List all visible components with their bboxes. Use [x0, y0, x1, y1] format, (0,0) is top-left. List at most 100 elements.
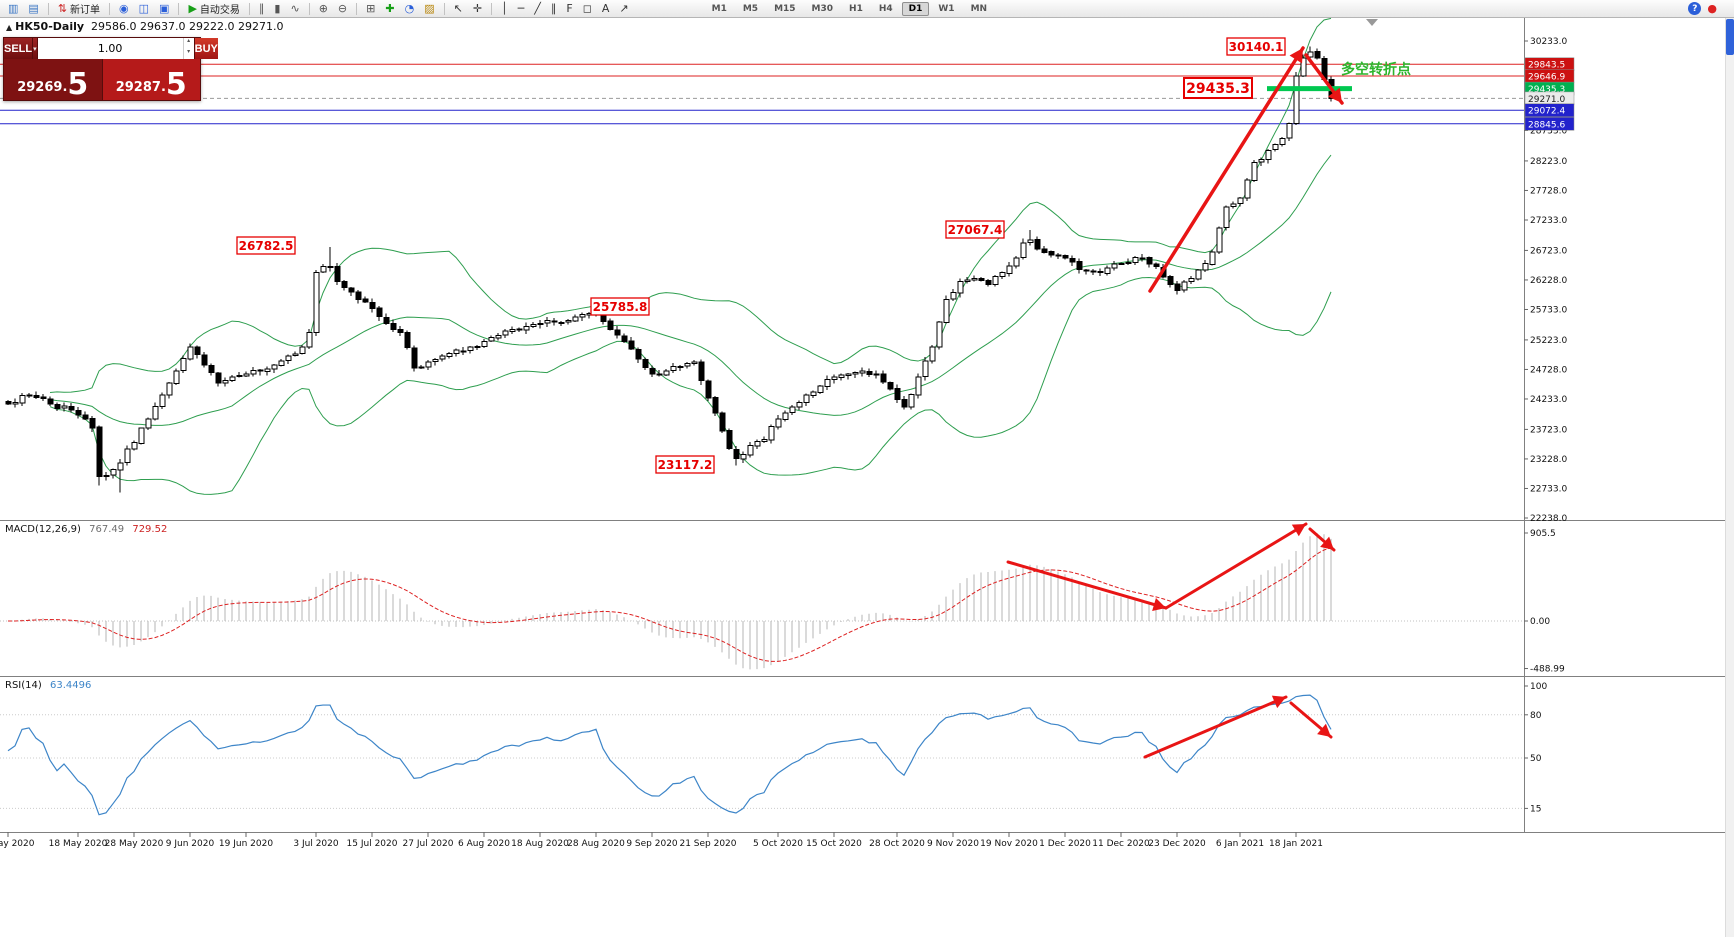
macd-main-value: 767.49 — [89, 524, 125, 535]
zoom-in-button[interactable]: ⊕ — [315, 1, 332, 16]
macd-indicator-label: MACD(12,26,9) 767.49 729.52 — [5, 524, 167, 535]
data-window-button[interactable]: ◫ — [135, 1, 153, 16]
buy-button[interactable]: BUY — [194, 38, 218, 59]
svg-text:100: 100 — [1530, 682, 1547, 692]
svg-text:18 Aug 2020: 18 Aug 2020 — [511, 839, 569, 849]
auto-trading-button[interactable]: ▶ 自动交易 — [184, 1, 243, 16]
bar-chart-mode-button[interactable]: ∥ — [255, 1, 269, 16]
svg-text:30233.0: 30233.0 — [1530, 37, 1567, 47]
svg-text:905.5: 905.5 — [1530, 529, 1556, 539]
record-icon[interactable]: ● — [1707, 2, 1717, 15]
fibonacci-tool-button[interactable]: F — [562, 1, 576, 16]
crosshair-tool-button[interactable]: ✛ — [469, 1, 486, 16]
volume-box: ▴ ▾ — [37, 37, 195, 59]
svg-text:80: 80 — [1530, 711, 1542, 721]
vertical-scrollbar[interactable] — [1725, 18, 1734, 937]
text-tool-button[interactable]: A — [598, 1, 614, 16]
arrows-tool-button[interactable]: ↗ — [615, 1, 632, 16]
svg-text:29072.4: 29072.4 — [1528, 107, 1565, 117]
svg-text:27 Jul 2020: 27 Jul 2020 — [403, 839, 454, 849]
auto-trading-label: 自动交易 — [199, 5, 240, 16]
order-type-dropdown[interactable]: ▾ — [33, 38, 38, 59]
timeframe-h1[interactable]: H1 — [849, 3, 863, 14]
timeframe-mn[interactable]: MN — [970, 3, 988, 14]
svg-text:27067.4: 27067.4 — [948, 223, 1003, 237]
candlesticks — [5, 46, 1335, 493]
svg-text:19 Jun 2020: 19 Jun 2020 — [219, 839, 273, 849]
timeframe-h4[interactable]: H4 — [878, 3, 893, 14]
channel-tool-button[interactable]: ∥ — [547, 1, 561, 16]
tile-windows-icon: ⊞ — [366, 2, 376, 15]
timeframe-w1[interactable]: W1 — [938, 3, 955, 14]
line-chart-mode-button[interactable]: ∿ — [286, 1, 303, 16]
candlestick-mode-button[interactable]: ▮ — [270, 1, 284, 16]
cursor-tool-button[interactable]: ↖ — [450, 1, 467, 16]
sell-price-display[interactable]: 29269. 5 — [4, 59, 103, 100]
trendline-tool-button[interactable]: ╱ — [530, 1, 545, 16]
svg-text:15 Oct 2020: 15 Oct 2020 — [806, 839, 862, 849]
vertical-scrollbar-thumb[interactable] — [1726, 19, 1734, 55]
volume-stepper[interactable]: ▴ ▾ — [182, 37, 194, 59]
bollinger-bands — [49, 18, 1332, 495]
chart-annotations: 30140.1 29435.3 27067.4 26782.5 25785.8 23117… — [236, 37, 1411, 759]
svg-text:30140.1: 30140.1 — [1229, 40, 1284, 54]
toolbar-separator — [248, 2, 250, 15]
timeframe-toolbar: M1 M5 M15 M30 H1 H4 D1 W1 MN — [704, 1, 995, 16]
horizontal-line-tool-button[interactable]: ─ — [514, 1, 529, 16]
svg-text:28 Oct 2020: 28 Oct 2020 — [869, 839, 925, 849]
svg-text:9 Sep 2020: 9 Sep 2020 — [626, 839, 678, 849]
timeframe-m30[interactable]: M30 — [811, 3, 834, 14]
shapes-tool-button[interactable]: ◻ — [579, 1, 596, 16]
sell-button[interactable]: SELL — [4, 38, 34, 59]
svg-text:25785.8: 25785.8 — [593, 300, 648, 314]
help-icon[interactable]: ? — [1688, 2, 1702, 15]
vertical-line-tool-icon: │ — [501, 2, 508, 15]
svg-text:0.00: 0.00 — [1530, 617, 1550, 627]
chart-profiles-button[interactable]: ▤ — [24, 1, 42, 16]
svg-text:28 May 2020: 28 May 2020 — [105, 839, 164, 849]
svg-text:18 May 2020: 18 May 2020 — [49, 839, 108, 849]
new-chart-button[interactable]: ▥ — [4, 1, 22, 16]
svg-text:5 Oct 2020: 5 Oct 2020 — [753, 839, 803, 849]
text-tool-icon: A — [601, 2, 610, 15]
svg-text:25733.0: 25733.0 — [1530, 305, 1567, 315]
new-chart-icon: ▥ — [8, 2, 19, 15]
toolbar-separator — [356, 2, 358, 15]
timeframe-m5[interactable]: M5 — [742, 3, 759, 14]
indicators-add-button[interactable]: ✚ — [381, 1, 398, 16]
svg-text:15 Jul 2020: 15 Jul 2020 — [347, 839, 398, 849]
timeframe-m15[interactable]: M15 — [774, 3, 796, 14]
svg-text:29646.9: 29646.9 — [1528, 72, 1565, 82]
main-toolbar: ▥ ▤ ⇅ 新订单 ◉ ◫ ▣ ▶ 自动交易 ∥ ▮ ∿ ⊕ ⊖ ⊞ ✚ ◔ ▨ ↖ ✛ │ ─ ╱ ∥ F ◻ A ↗ M1 M5 M15… — [0, 0, 1734, 18]
new-order-button[interactable]: ⇅ 新订单 — [54, 1, 104, 16]
periods-menu-button[interactable]: ◔ — [401, 1, 419, 16]
svg-text:多空转折点: 多空转折点 — [1341, 61, 1411, 78]
rsi-name: RSI(14) — [5, 680, 42, 691]
increment-icon: ▴ — [187, 37, 191, 44]
rsi-indicator-label: RSI(14) 63.4496 — [5, 680, 91, 691]
svg-text:29271.0: 29271.0 — [1528, 95, 1565, 105]
navigator-button[interactable]: ▣ — [155, 1, 173, 16]
market-watch-button[interactable]: ◉ — [115, 1, 133, 16]
macd-panel — [0, 533, 1524, 670]
toolbar-separator — [178, 2, 180, 15]
zoom-out-button[interactable]: ⊖ — [334, 1, 351, 16]
svg-text:26782.5: 26782.5 — [239, 239, 294, 253]
svg-text:4 May 2020: 4 May 2020 — [0, 839, 35, 849]
volume-input[interactable] — [37, 38, 183, 59]
buy-price-display[interactable]: 29287. 5 — [102, 59, 200, 100]
new-order-icon: ⇅ — [57, 2, 68, 15]
buy-price-main: 29287. — [115, 80, 166, 95]
sell-price-main: 29269. — [17, 80, 68, 95]
market-watch-icon: ◉ — [119, 2, 129, 15]
axes: 30233.0 28733.0 28223.0 27728.0 27233.0 26723… — [0, 18, 1734, 849]
svg-text:9 Nov 2020: 9 Nov 2020 — [927, 839, 979, 849]
tile-windows-button[interactable]: ⊞ — [362, 1, 379, 16]
timeframe-d1[interactable]: D1 — [901, 1, 930, 16]
templates-menu-button[interactable]: ▨ — [420, 1, 438, 16]
svg-text:28223.0: 28223.0 — [1530, 157, 1567, 167]
svg-text:28733.0: 28733.0 — [1530, 126, 1567, 136]
timeframe-m1[interactable]: M1 — [711, 3, 727, 14]
vertical-line-tool-button[interactable]: │ — [497, 1, 512, 16]
